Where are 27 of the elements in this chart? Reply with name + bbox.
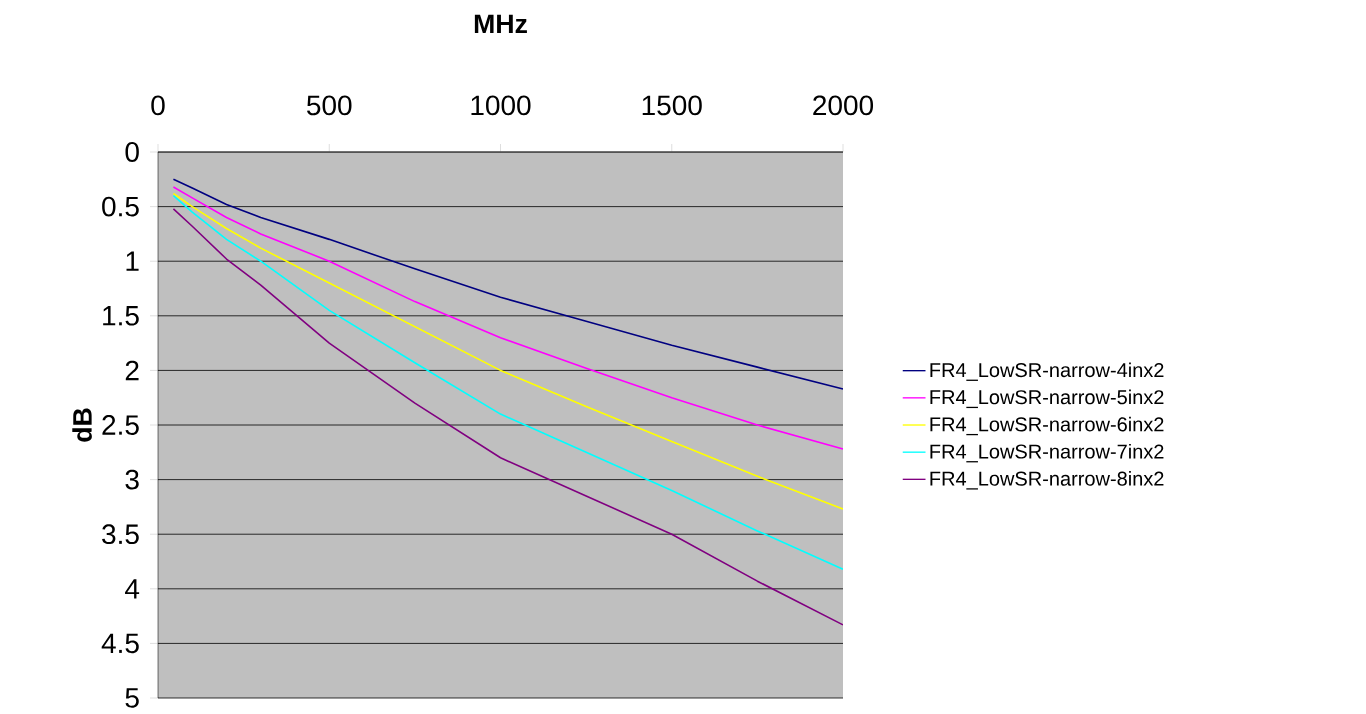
- x-tick-label: 0: [151, 95, 165, 116]
- x-tick-label: 500: [307, 95, 352, 116]
- line-series: [172, 194, 844, 570]
- legend-label: FR4_LowSR-narrow-5inx2: [930, 389, 1164, 409]
- y-tick-label: 1.5: [103, 306, 139, 326]
- legend-label: FR4_LowSR-narrow-7inx2: [930, 443, 1164, 463]
- line-series: [172, 178, 844, 390]
- x-tick-label: 2000: [813, 95, 874, 116]
- y-tick-label: 2.5: [102, 415, 139, 435]
- y-tick-label: 0.5: [102, 196, 139, 217]
- legend-label: FR4_LowSR-narrow-6inx2: [930, 416, 1164, 436]
- line-series: [172, 186, 844, 450]
- y-tick-label: 5: [125, 688, 139, 708]
- y-axis-title: dB: [72, 408, 92, 442]
- legend-label: FR4_LowSR-narrow-8inx2: [930, 471, 1164, 490]
- y-tick-label: 3.5: [102, 524, 139, 545]
- y-tick-label: 0: [125, 142, 139, 162]
- legend-label: FR4_LowSR-narrow-4inx2: [930, 362, 1164, 381]
- line-series: [172, 208, 844, 626]
- y-tick-label: 4: [125, 579, 140, 599]
- x-axis-title: MHz: [474, 14, 527, 33]
- y-tick-label: 3: [125, 469, 139, 490]
- x-tick-label: 1500: [642, 95, 702, 116]
- y-tick-label: 1: [126, 251, 139, 271]
- y-tick-label: 4.5: [101, 633, 139, 654]
- y-tick-label: 2: [125, 360, 139, 381]
- x-tick-label: 1000: [471, 95, 531, 116]
